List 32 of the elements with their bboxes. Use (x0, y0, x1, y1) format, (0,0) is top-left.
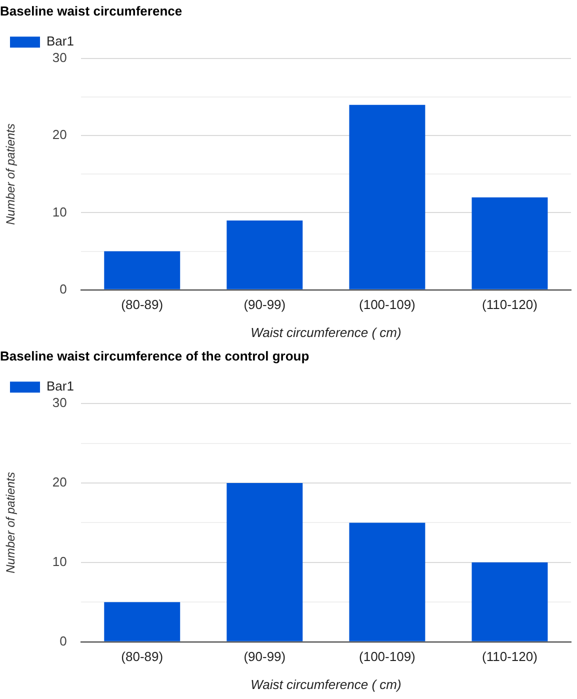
x-tick-label: (110-120) (482, 297, 538, 312)
bar (104, 251, 180, 290)
x-tick-label: (80-89) (121, 649, 164, 664)
bar (226, 483, 303, 642)
chart-title: Baseline waist circumference (0, 3, 182, 18)
y-tick-label: 20 (52, 474, 67, 490)
x-axis-title: Waist circumference ( cm) (250, 324, 402, 340)
y-tick-label: 30 (52, 50, 67, 66)
x-tick-label: (90-99) (244, 297, 286, 312)
y-tick-label: 10 (52, 204, 67, 220)
y-tick-label: 0 (60, 281, 67, 296)
bar (104, 602, 180, 642)
bar (472, 562, 548, 642)
y-axis-title: Number of patients (4, 124, 18, 225)
legend-label: Bar1 (46, 34, 74, 49)
x-tick-label: (100-109) (359, 297, 416, 312)
legend-label: Bar1 (46, 378, 74, 394)
x-tick-label: (110-120) (482, 649, 538, 664)
bar (349, 522, 426, 642)
y-axis-title: Number of patients (4, 472, 18, 574)
x-axis-title: Waist circumference ( cm) (250, 676, 402, 692)
chart-title: Baseline waist circumference of the control group (0, 348, 310, 364)
y-tick-label: 0 (60, 633, 67, 648)
x-tick-label: (90-99) (244, 649, 286, 664)
x-tick-label: (80-89) (121, 297, 164, 312)
y-tick-label: 10 (52, 554, 67, 569)
bar (226, 220, 303, 290)
x-tick-label: (100-109) (359, 649, 416, 664)
y-tick-label: 20 (52, 127, 67, 142)
bar (349, 104, 426, 290)
y-tick-label: 30 (52, 395, 67, 410)
bar (472, 197, 548, 290)
